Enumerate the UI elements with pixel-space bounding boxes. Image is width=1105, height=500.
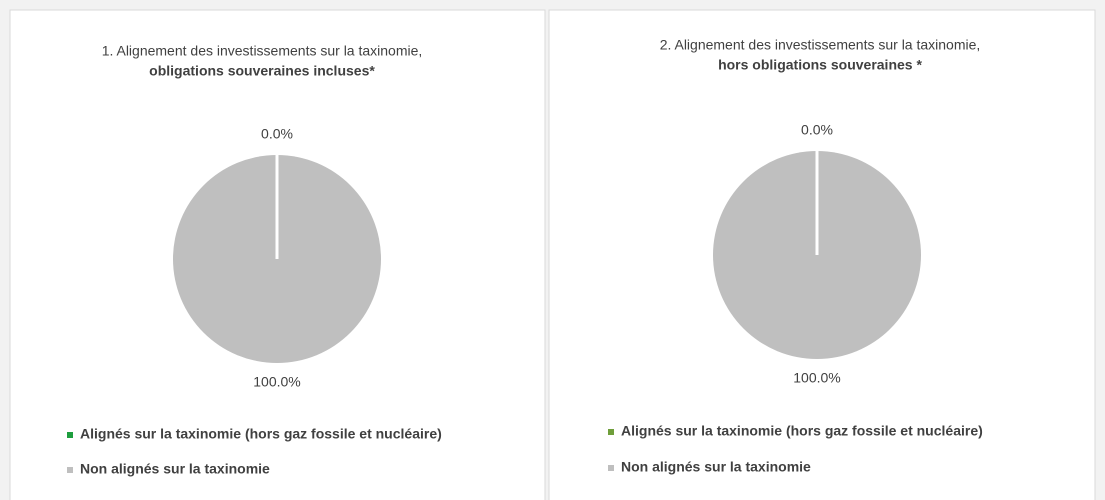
chart-title: 1. Alignement des investissements sur la… [102, 43, 423, 59]
legend-label: Non alignés sur la taxinomie [621, 459, 811, 475]
chart-title: 2. Alignement des investissements sur la… [660, 37, 981, 53]
legend-marker [608, 465, 614, 471]
data-label: 100.0% [793, 370, 840, 386]
legend-label: Alignés sur la taxinomie (hors gaz fossi… [621, 423, 983, 439]
legend-label: Alignés sur la taxinomie (hors gaz fossi… [80, 426, 442, 442]
chart-subtitle: hors obligations souveraines * [718, 57, 922, 73]
data-label: 100.0% [253, 374, 300, 390]
legend-label: Non alignés sur la taxinomie [80, 461, 270, 477]
legend-marker [608, 429, 614, 435]
chart-subtitle: obligations souveraines incluses* [149, 63, 375, 79]
data-label: 0.0% [261, 126, 293, 142]
legend-marker [67, 432, 73, 438]
data-label: 0.0% [801, 122, 833, 138]
legend-marker [67, 467, 73, 473]
